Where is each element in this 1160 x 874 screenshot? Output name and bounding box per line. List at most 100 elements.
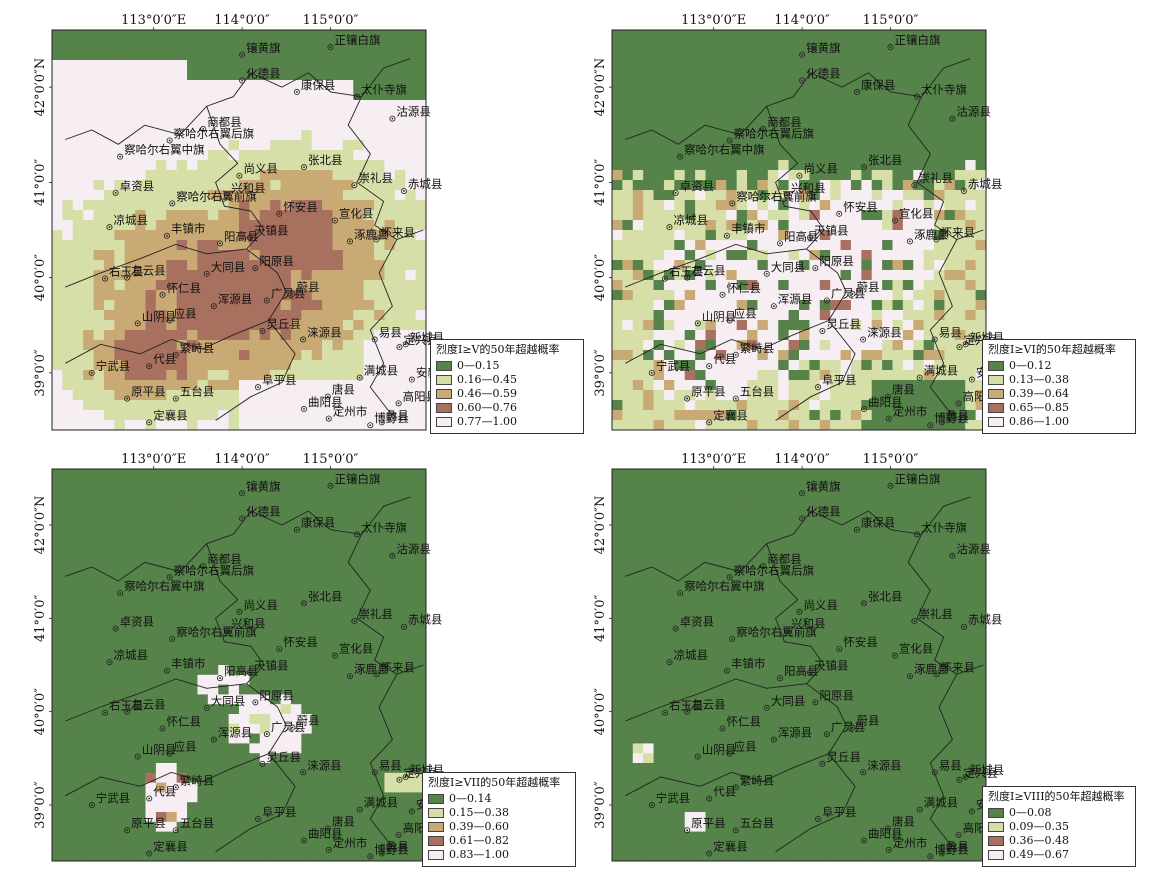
raster-cell (394, 625, 406, 636)
raster-cell (290, 625, 302, 636)
raster-cell (850, 100, 862, 111)
raster-cell (944, 40, 956, 51)
raster-cell (415, 400, 427, 411)
raster-cell (322, 350, 333, 361)
raster-cell (72, 190, 84, 201)
raster-cell (882, 290, 893, 301)
city-symbol (106, 224, 113, 231)
raster-cell (850, 380, 862, 391)
raster-cell (103, 280, 115, 291)
raster-cell (405, 586, 417, 597)
raster-cell (684, 60, 696, 71)
raster-cell (384, 714, 396, 725)
raster-cell (114, 240, 126, 251)
raster-cell (176, 704, 188, 715)
raster-cell (405, 90, 417, 101)
raster-cell (861, 350, 873, 361)
raster-cell (374, 478, 385, 489)
raster-cell (736, 270, 748, 281)
raster-cell (103, 310, 115, 321)
raster-cell (103, 812, 115, 823)
raster-cell (176, 812, 188, 823)
raster-cell (176, 170, 188, 181)
raster-cell (405, 851, 417, 862)
raster-cell (902, 270, 914, 281)
raster-cell (415, 370, 427, 381)
raster-cell (653, 250, 665, 261)
raster-cell (218, 518, 230, 529)
raster-cell (301, 90, 313, 101)
raster-cell (228, 420, 240, 431)
raster-cell (902, 300, 914, 311)
raster-cell (747, 280, 758, 291)
city-label: 赤城县 (408, 177, 443, 191)
raster-cell (249, 220, 261, 231)
raster-cell (249, 645, 261, 656)
raster-cell (632, 110, 644, 121)
raster-cell (114, 831, 126, 842)
raster-cell (155, 80, 167, 91)
raster-cell (695, 160, 706, 171)
raster-cell (145, 841, 157, 852)
raster-cell (249, 60, 261, 71)
raster-cell (643, 340, 654, 351)
raster-cell (259, 220, 271, 231)
raster-cell (62, 140, 74, 151)
raster-cell (197, 290, 209, 301)
city-marker: 博野县 (927, 411, 969, 429)
raster-cell (52, 230, 63, 241)
raster-cell (415, 270, 427, 281)
raster-cell (187, 586, 198, 597)
raster-cell (934, 380, 945, 391)
raster-cell (405, 320, 417, 331)
raster-cell (176, 821, 188, 832)
raster-cell (954, 420, 966, 431)
city-symbol-dot (104, 711, 106, 714)
city-symbol-dot (913, 184, 916, 187)
raster-cell (954, 350, 966, 361)
raster-cell (923, 70, 935, 81)
raster-cell (788, 390, 800, 401)
city-marker: 唐县 (324, 383, 355, 400)
raster-cell (394, 782, 406, 793)
raster-cell (632, 170, 644, 181)
raster-cell (840, 200, 852, 211)
raster-cell (353, 400, 365, 411)
city-symbol-dot (126, 276, 129, 279)
raster-cell (166, 792, 178, 803)
raster-cell (280, 180, 292, 191)
raster-cell (114, 300, 126, 311)
raster-cell (342, 547, 354, 558)
raster-cell (187, 140, 198, 151)
raster-cell (114, 270, 126, 281)
raster-cell (394, 160, 406, 171)
raster-cell (778, 250, 790, 261)
raster-cell (83, 831, 94, 842)
raster-cell (311, 537, 323, 548)
raster-cell (218, 498, 230, 509)
raster-cell (830, 160, 841, 171)
raster-cell (259, 260, 271, 271)
raster-cell (394, 250, 406, 261)
raster-cell (332, 547, 344, 558)
raster-cell (62, 410, 74, 421)
raster-cell (736, 150, 748, 161)
raster-cell (322, 714, 333, 725)
raster-cell (270, 90, 281, 101)
raster-cell (902, 140, 914, 151)
raster-cell (695, 260, 706, 271)
raster-cell (830, 360, 841, 371)
city-symbol-dot (786, 193, 788, 196)
raster-cell (394, 260, 406, 271)
raster-cell (965, 120, 977, 131)
raster-cell (103, 498, 115, 509)
raster-cell (830, 220, 841, 231)
raster-cell (902, 180, 914, 191)
raster-cell (374, 763, 385, 774)
raster-cell (674, 420, 686, 431)
raster-cell (72, 596, 84, 607)
raster-cell (135, 557, 146, 568)
raster-cell (394, 665, 406, 676)
raster-cell (684, 210, 696, 221)
raster-cell (52, 704, 63, 715)
